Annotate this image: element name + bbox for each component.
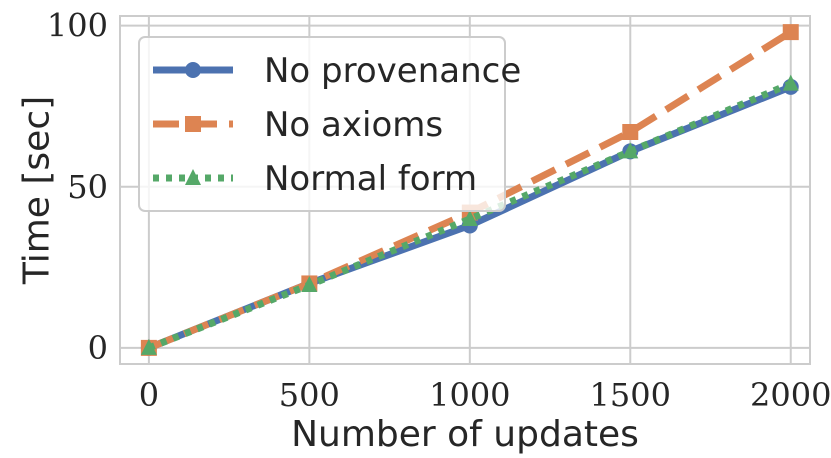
marker-square [782, 24, 799, 41]
marker-square [622, 124, 639, 140]
y-tick-label: 100 [47, 7, 108, 45]
x-tick-label: 1000 [429, 376, 510, 414]
legend-box [138, 36, 506, 212]
marker-triangle [461, 210, 478, 226]
marker-triangle [140, 338, 157, 355]
marker-circle [185, 62, 201, 78]
x-tick-label: 2000 [750, 376, 831, 414]
legend-label: Normal form [264, 159, 477, 199]
tick-labels: 0 500 1000 1500 2000 0 50 100 [47, 7, 831, 414]
legend-label: No provenance [264, 51, 521, 91]
series-normal-form [140, 74, 799, 355]
marker-square [185, 116, 201, 132]
x-tick-label: 1500 [590, 376, 671, 414]
legend-item: Normal form [153, 159, 477, 199]
legend-item: No axioms [153, 105, 443, 145]
legend-label: No axioms [264, 105, 443, 145]
marker-triangle [301, 276, 318, 293]
plot-frame [119, 15, 811, 365]
y-tick-label: 0 [88, 329, 108, 367]
x-tick-label: 500 [279, 376, 340, 414]
series-group [140, 24, 799, 356]
y-axis-label: Time [sec] [17, 96, 58, 285]
x-tick-label: 0 [139, 376, 159, 414]
legend-item: No provenance [153, 51, 521, 91]
legend: No provenance No axioms Normal form [138, 36, 521, 212]
x-axis-label: Number of updates [291, 414, 639, 455]
marker-triangle [622, 142, 639, 159]
marker-triangle [185, 169, 201, 185]
y-tick-label: 50 [67, 168, 108, 206]
marker-triangle [782, 74, 799, 91]
